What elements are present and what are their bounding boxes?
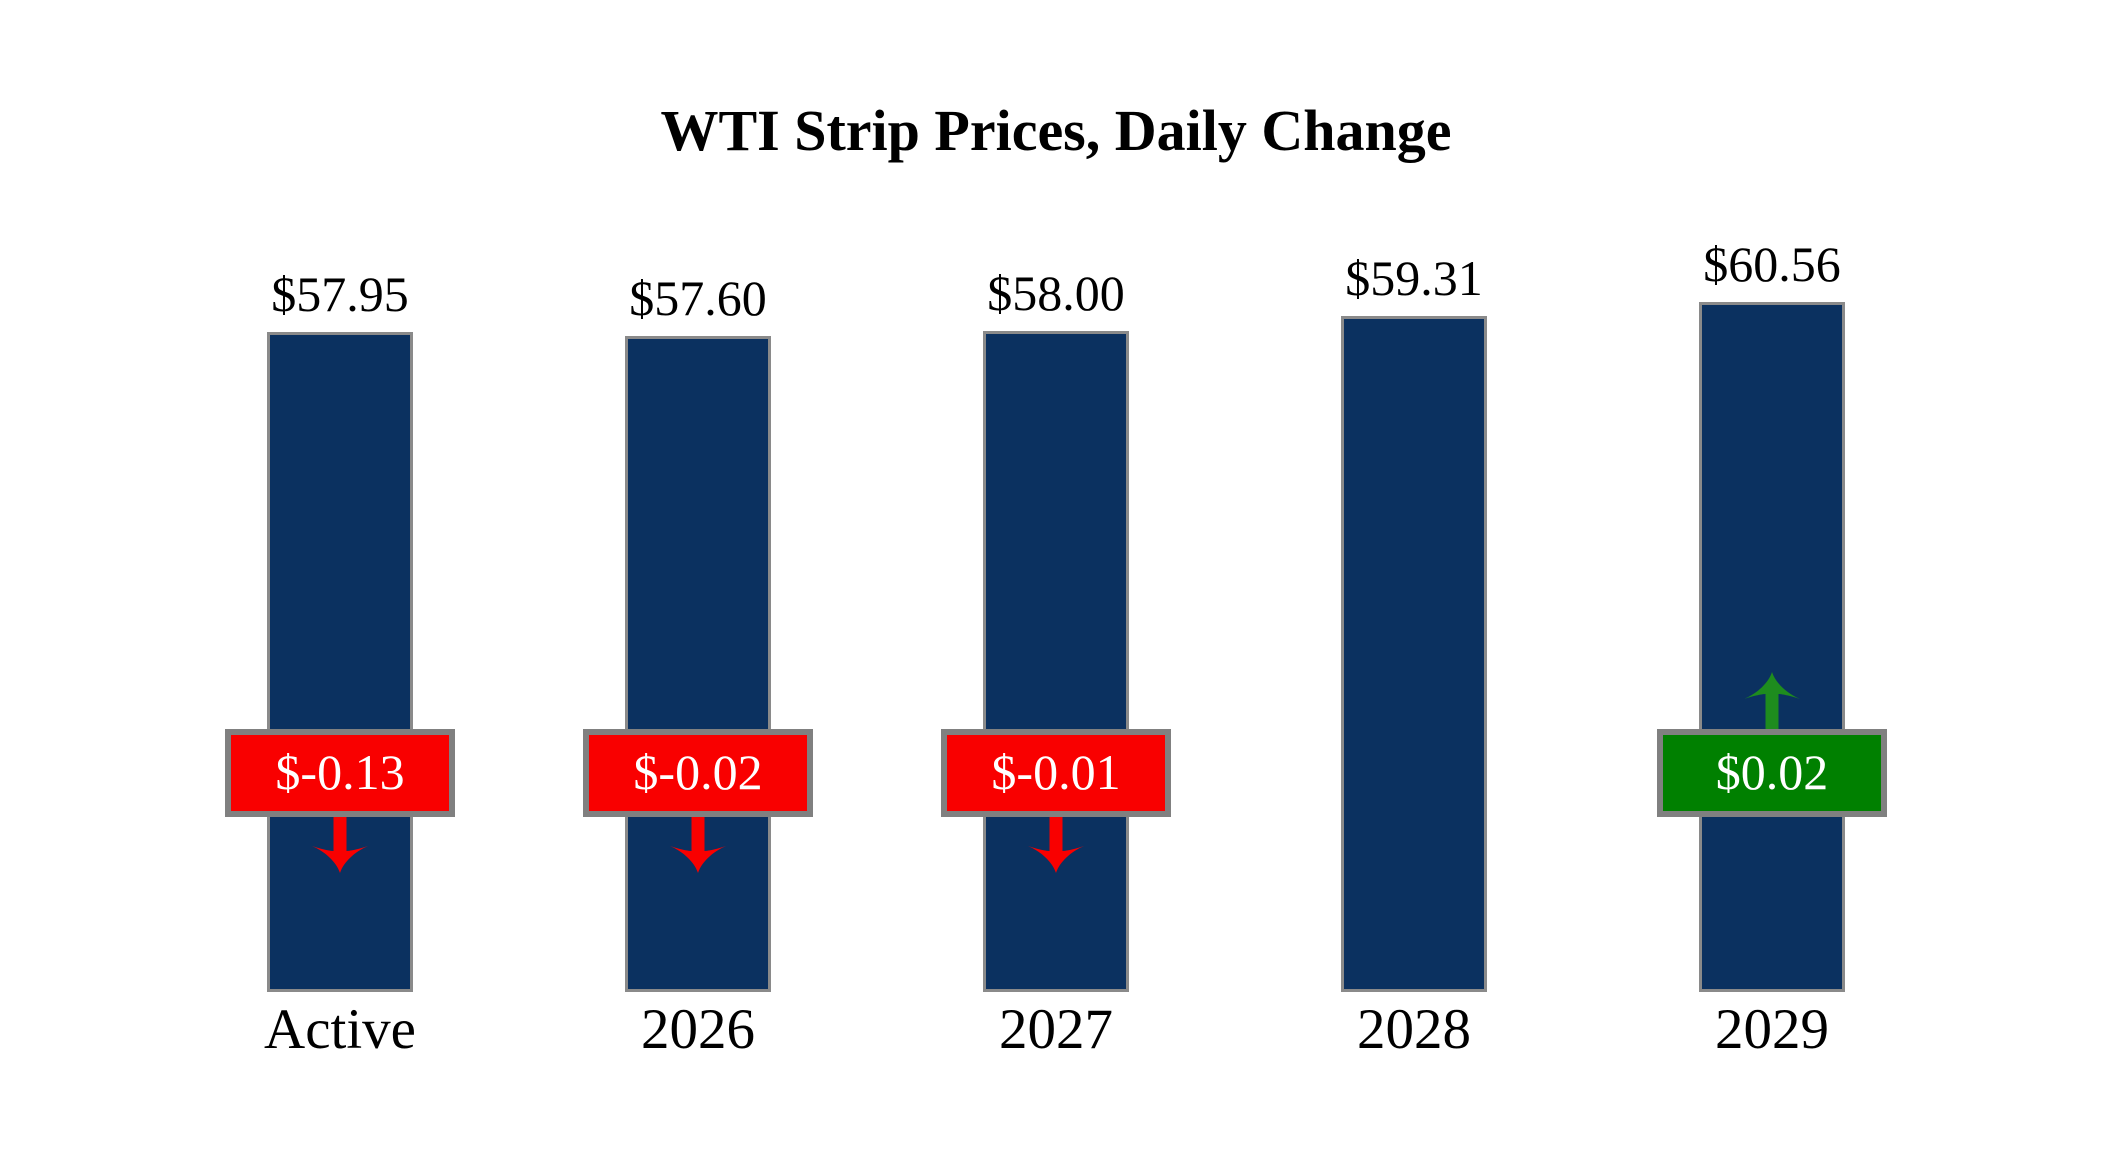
category-label: 2027 xyxy=(999,998,1113,1061)
down-arrow-icon xyxy=(1028,815,1084,873)
category-label: Active xyxy=(264,998,416,1061)
change-label: $-0.01 xyxy=(991,744,1121,800)
bar xyxy=(983,331,1129,992)
change-box: $-0.13 xyxy=(225,729,455,817)
price-label: $60.56 xyxy=(1703,236,1841,292)
price-label: $58.00 xyxy=(987,265,1125,321)
bar xyxy=(1699,302,1845,992)
category-label: 2028 xyxy=(1357,998,1471,1061)
down-arrow-icon xyxy=(670,815,726,873)
down-arrow-icon xyxy=(312,815,368,873)
category-label: 2029 xyxy=(1715,998,1829,1061)
change-box: $-0.02 xyxy=(583,729,813,817)
price-label: $57.60 xyxy=(629,270,767,326)
change-label: $0.02 xyxy=(1715,744,1829,800)
price-label: $59.31 xyxy=(1345,250,1483,306)
chart-title: WTI Strip Prices, Daily Change xyxy=(660,98,1452,163)
change-label: $-0.02 xyxy=(633,744,763,800)
bar xyxy=(267,332,413,992)
bar xyxy=(625,336,771,992)
bar xyxy=(1341,316,1487,992)
change-box: $-0.01 xyxy=(941,729,1171,817)
change-box: $0.02 xyxy=(1657,729,1887,817)
price-label: $57.95 xyxy=(271,266,409,322)
up-arrow-icon xyxy=(1744,672,1800,730)
change-label: $-0.13 xyxy=(275,744,405,800)
category-label: 2026 xyxy=(641,998,755,1061)
